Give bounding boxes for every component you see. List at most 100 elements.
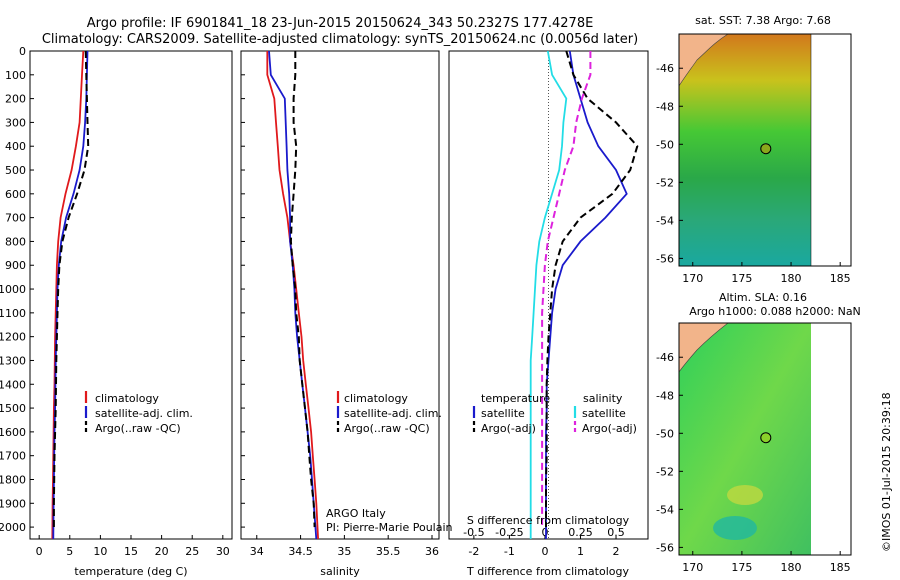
lat-tick-label: -48 [656,389,674,402]
depth-tick-label: 1500 [0,402,26,415]
legend-climatology-label: climatology [344,392,408,405]
temperature-axes-frame [29,50,233,540]
argo-italy-annotation: ARGO Italy [326,507,386,520]
legend-s-argo-label: Argo(-adj) [582,422,637,435]
depth-tick-label: 800 [5,235,26,248]
lat-tick-label: -48 [656,100,674,113]
depth-tick-label: 500 [5,164,26,177]
legend-satellite-adj-label: satellite-adj. clim. [95,407,193,420]
lat-tick-label: -54 [656,503,674,516]
x-tick-label: -1 [504,545,515,558]
x-tick-label: 34 [250,545,264,558]
salinity-x-ticks: 34 34.5 35 35.5 36 [250,535,439,558]
series-line-argo-raw-qc [289,51,316,528]
argo-location-marker [760,432,772,444]
s-difference-x-ticks: -0.5 -0.25 0 0.25 0.5 [463,526,625,539]
lon-tick-label: 170 [682,561,703,574]
lat-tick-label: -52 [656,465,674,478]
depth-tick-label: 1400 [0,378,26,391]
x-tick-label: 30 [216,545,230,558]
x-tick-label: 2 [613,545,620,558]
imos-watermark: ©IMOS 01-Jul-2015 20:39:18 [880,392,893,552]
depth-tick-label: 1100 [0,307,26,320]
x-tick-label: 0 [36,545,43,558]
legend-t-satellite-label: satellite [481,407,525,420]
t-difference-x-ticks: -2 -1 0 1 2 [468,535,620,558]
temperature-x-ticks: 0 5 10 15 20 25 30 [36,535,230,558]
x-tick-label: 1 [577,545,584,558]
depth-tick-label: 0 [19,45,26,58]
depth-tick-label: 300 [5,116,26,129]
land-mass [678,33,730,88]
lat-tick-label: -56 [656,541,674,554]
s-tick-label: 0 [541,526,548,539]
lon-tick-label: 185 [830,272,851,285]
lon-tick-label: 170 [682,272,703,285]
legend-climatology-label: climatology [95,392,159,405]
salinity-panel: 34 34.5 35 35.5 36 salinity climatology sate… [240,50,453,578]
x-tick-label: -2 [468,545,479,558]
sla-map-title: Altim. SLA: 0.16 [719,291,807,304]
temperature-x-label: temperature (deg C) [74,565,187,578]
depth-tick-label: 1000 [0,283,26,296]
depth-tick-label: 200 [5,93,26,106]
lon-tick-label: 180 [781,272,802,285]
lat-tick-label: -52 [656,176,674,189]
depth-tick-label: 1700 [0,450,26,463]
lat-tick-label: -46 [656,351,674,364]
series-line-argo-raw-qc [52,50,90,528]
lat-tick-label: -56 [656,252,674,265]
series-line-salinity-argo-adj [541,51,592,528]
sla-heatmap-field [679,323,811,555]
series-line-temperature-argo-adj [545,50,639,528]
land-mass [678,322,729,373]
x-tick-label: 15 [124,545,138,558]
s-tick-label: 0.5 [607,526,625,539]
sst-lat-ticks: -46 -48 -50 -52 -54 -56 [656,62,683,265]
legend-s-satellite-label: satellite [582,407,626,420]
sla-high-patch [727,485,763,505]
series-line-salinity-satellite [529,50,568,539]
temperature-profile-lines [51,50,90,540]
figure-title-line1: Argo profile: IF 6901841_18 23-Jun-2015 … [87,16,594,31]
salinity-depth-ticks [241,50,245,528]
legend-t-argo-label: Argo(-adj) [481,422,536,435]
s-tick-label: -0.25 [495,526,523,539]
lat-tick-label: -54 [656,214,674,227]
sla-map-frame [678,322,852,556]
sla-lon-ticks: 170 175 180 185 [682,551,851,574]
lon-tick-label: 180 [781,561,802,574]
depth-tick-label: 1300 [0,354,26,367]
depth-tick-label: 1800 [0,473,26,486]
sla-map-panel: Altim. SLA: 0.16 Argo h1000: 0.088 h2000… [656,291,861,574]
legend-argo-raw-label: Argo(..raw -QC) [95,422,181,435]
difference-legend: temperature salinity satellite Argo(-adj… [472,392,637,435]
figure-title-line2: Climatology: CARS2009. Satellite-adjuste… [42,32,638,47]
lat-tick-label: -46 [656,62,674,75]
salinity-legend: climatology satellite-adj. clim. Argo(..… [336,391,442,435]
series-line-climatology [266,51,319,540]
series-line-temperature-satellite [545,50,628,539]
sst-map-panel: sat. SST: 7.38 Argo: 7.68 170 175 180 185 -… [656,14,852,285]
legend-argo-raw-label: Argo(..raw -QC) [344,422,430,435]
x-tick-label: 10 [93,545,107,558]
s-tick-label: -0.5 [463,526,484,539]
s-tick-label: 0.25 [568,526,593,539]
temperature-depth-ticks: 0 100 200 300 400 500 600 700 800 900 1000 1100 1200… [0,45,34,534]
depth-tick-label: 1200 [0,331,26,344]
salinity-axes-frame [240,50,440,540]
lat-tick-label: -50 [656,427,674,440]
x-tick-label: 0 [541,545,548,558]
depth-tick-label: 700 [5,212,26,225]
depth-tick-label: 900 [5,259,26,272]
lon-tick-label: 175 [731,272,752,285]
x-tick-label: 36 [425,545,439,558]
depth-tick-label: 100 [5,69,26,82]
lon-tick-label: 175 [731,561,752,574]
sla-lat-ticks: -46 -48 -50 -52 -54 -56 [656,351,683,554]
depth-tick-label: 1900 [0,497,26,510]
depth-tick-label: 600 [5,188,26,201]
depth-tick-label: 2000 [0,521,26,534]
x-tick-label: 20 [155,545,169,558]
